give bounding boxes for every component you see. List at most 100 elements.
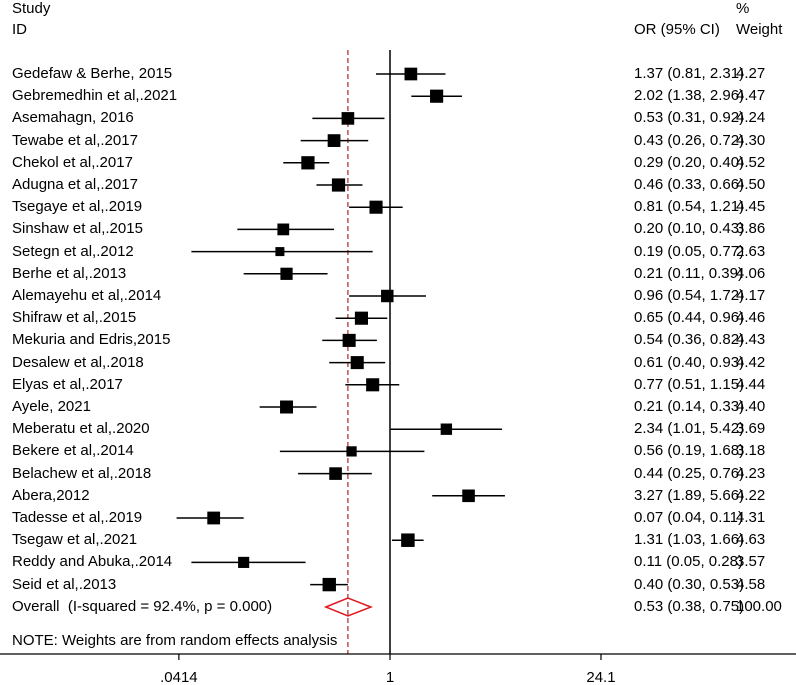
study-marker [350, 356, 364, 370]
study-marker [401, 533, 415, 547]
study-label: Gedefaw & Berhe, 2015 [12, 65, 173, 82]
study-marker [430, 89, 444, 103]
study-weight: 4.45 [736, 198, 766, 216]
note: NOTE: Weights are from random effects an… [12, 632, 338, 649]
study-or-ci: 0.81 (0.54, 1.21) [634, 198, 745, 216]
study-or-ci: 0.21 (0.14, 0.33) [634, 398, 745, 415]
study-label: Abera,2012 [12, 486, 90, 504]
study-or-ci: 0.54 (0.36, 0.82) [634, 331, 745, 349]
study-weight: 4.46 [736, 309, 766, 327]
study-or-ci: 0.43 (0.26, 0.72) [634, 131, 745, 149]
study-weight: 4.44 [736, 375, 766, 393]
study-weight: 4.40 [736, 398, 766, 415]
study-marker [280, 400, 294, 414]
study-label: Belachew et al,.2018 [12, 464, 152, 482]
study-weight: 4.47 [736, 87, 766, 105]
study-weight: 4.22 [736, 486, 766, 504]
study-label: Chekol et al,.2017 [12, 153, 133, 171]
study-marker [366, 378, 380, 392]
study-weight: 4.50 [736, 176, 766, 193]
study-weight: 4.27 [736, 65, 766, 82]
study-or-ci: 0.29 (0.20, 0.40) [634, 153, 745, 171]
header-id: ID [12, 21, 27, 38]
study-label: Alemayehu et al,.2014 [12, 287, 162, 304]
study-or-ci: 2.34 (1.01, 5.42) [634, 420, 745, 438]
study-weight: 3.18 [736, 442, 766, 460]
study-weight: 3.57 [736, 553, 766, 571]
header-weight: Weight [736, 21, 783, 38]
study-marker [275, 247, 285, 257]
study-weight: 4.06 [736, 264, 766, 282]
study-label: Tewabe et al,.2017 [12, 131, 138, 149]
overall-ci: 0.53 (0.38, 0.75) [634, 598, 745, 615]
study-label: Seid et al,.2013 [12, 575, 117, 593]
x-tick-label: 24.1 [586, 669, 615, 685]
study-label: Tsegaw et al,.2021 [12, 531, 138, 549]
study-label: Reddy and Abuka,.2014 [12, 553, 173, 571]
study-or-ci: 0.77 (0.51, 1.15) [634, 375, 745, 393]
study-or-ci: 0.20 (0.10, 0.43) [634, 220, 745, 238]
study-label: Setegn et al,.2012 [12, 242, 134, 260]
study-or-ci: 0.21 (0.11, 0.39) [634, 264, 743, 282]
study-marker [331, 178, 346, 192]
study-or-ci: 0.56 (0.19, 1.68) [634, 442, 745, 460]
study-marker [327, 134, 341, 147]
x-tick-label: 1 [386, 669, 394, 685]
overall-label: Overall (I-squared = 92.4%, p = 0.000) [12, 598, 273, 615]
study-marker [440, 423, 453, 435]
study-marker [346, 446, 357, 457]
study-label: Tadesse et al,.2019 [12, 509, 143, 526]
study-marker [381, 289, 394, 303]
study-label: Adugna et al,.2017 [12, 176, 138, 193]
study-label: Gebremedhin et al,.2021 [12, 87, 178, 105]
study-marker [329, 467, 342, 480]
header-percent: % [736, 0, 750, 17]
study-marker [369, 200, 383, 214]
study-or-ci: 0.44 (0.25, 0.76) [634, 464, 745, 482]
study-marker [238, 556, 250, 568]
study-or-ci: 0.53 (0.31, 0.92) [634, 109, 745, 127]
header-or-ci: OR (95% CI) [634, 21, 720, 38]
study-label: Ayele, 2021 [12, 398, 91, 415]
overall-weight: 100.00 [736, 598, 782, 615]
study-label: Shifraw et al,.2015 [12, 309, 137, 327]
study-or-ci: 0.19 (0.05, 0.77) [634, 242, 745, 260]
study-marker [280, 267, 293, 280]
study-marker [322, 577, 336, 592]
study-weight: 4.42 [736, 353, 766, 371]
study-or-ci: 0.07 (0.04, 0.11) [634, 509, 743, 526]
study-label: Meberatu et al,.2020 [12, 420, 150, 438]
study-weight: 3.69 [736, 420, 766, 438]
study-weight: 4.52 [736, 153, 766, 171]
study-or-ci: 1.37 (0.81, 2.31) [634, 65, 745, 82]
study-or-ci: 1.31 (1.03, 1.66) [634, 531, 745, 549]
x-tick-label: .0414 [160, 669, 198, 685]
overall-diamond [323, 597, 373, 617]
study-weight: 2.63 [736, 242, 766, 260]
study-label: Elyas et al,.2017 [12, 375, 123, 393]
study-label: Sinshaw et al,.2015 [12, 220, 143, 238]
study-or-ci: 0.11 (0.05, 0.28) [634, 553, 743, 571]
header-study: Study [12, 0, 51, 17]
study-marker [207, 511, 221, 525]
study-marker [277, 223, 290, 236]
study-or-ci: 0.61 (0.40, 0.93) [634, 353, 745, 371]
study-weight: 4.58 [736, 575, 766, 593]
study-marker [354, 311, 368, 325]
study-label: Asemahagn, 2016 [12, 109, 134, 127]
study-label: Tsegaye et al,.2019 [12, 198, 143, 216]
study-marker [301, 156, 315, 170]
study-weight: 4.17 [736, 287, 766, 304]
study-or-ci: 3.27 (1.89, 5.66) [634, 486, 745, 504]
study-weight: 4.43 [736, 331, 766, 349]
study-label: Bekere et al,.2014 [12, 442, 134, 460]
study-or-ci: 0.65 (0.44, 0.96) [634, 309, 745, 327]
study-marker [404, 67, 418, 81]
study-marker [342, 333, 356, 347]
study-label: Desalew et al,.2018 [12, 353, 144, 371]
study-weight: 4.23 [736, 464, 766, 482]
study-or-ci: 2.02 (1.38, 2.96) [634, 87, 745, 105]
study-label: Berhe et al,.2013 [12, 264, 127, 282]
study-or-ci: 0.96 (0.54, 1.72) [634, 287, 745, 304]
